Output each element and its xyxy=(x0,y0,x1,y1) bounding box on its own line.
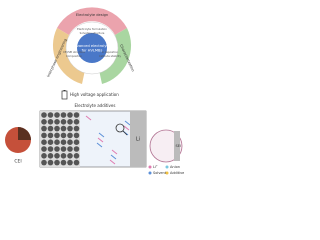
legend-swatch xyxy=(165,171,169,175)
cathode-particle xyxy=(54,139,60,145)
cathode-particle xyxy=(67,153,73,159)
application-title: High voltage application xyxy=(70,92,119,97)
ring-title: Electrolyte design xyxy=(76,13,108,17)
cathode-particle xyxy=(60,159,67,166)
cathode-particle xyxy=(41,119,47,125)
solvent xyxy=(123,125,130,131)
sei-label: SEI xyxy=(176,144,181,148)
cathode-particle xyxy=(60,112,67,118)
hub xyxy=(77,33,107,63)
cathode-particle xyxy=(67,132,73,139)
cathode-particle xyxy=(60,139,67,145)
figure: Advanced electrolytes for HVLMBs Electrol… xyxy=(5,7,184,175)
cathode-particle xyxy=(73,112,80,118)
anode-label: Li xyxy=(136,137,140,143)
cathode-particle xyxy=(41,139,47,145)
solvent xyxy=(96,142,103,148)
cathode-particle xyxy=(54,132,60,139)
ring-item: Cathode stability xyxy=(99,54,121,58)
cathode-particle xyxy=(73,132,80,139)
solvent xyxy=(111,149,118,155)
legend-label: Solvent xyxy=(153,171,167,175)
cathode-particle xyxy=(67,139,73,145)
cathode-particle xyxy=(47,125,54,132)
zoom-anode xyxy=(174,131,180,161)
magnifier-handle xyxy=(122,130,128,136)
cathode-particle xyxy=(47,112,54,118)
cathode-particle xyxy=(41,153,47,159)
cathode-particle xyxy=(41,112,47,118)
cathode-particle xyxy=(54,112,60,118)
cathode-particle xyxy=(41,146,47,152)
cathode-particle xyxy=(54,146,60,152)
cathode-particle xyxy=(60,125,67,132)
ring-item: Li deposition xyxy=(102,50,119,54)
cathode xyxy=(40,111,80,167)
cei-cut xyxy=(18,127,31,140)
additives-label: Electrolyte additives xyxy=(75,103,116,108)
magnifier xyxy=(115,123,125,133)
cei-label: CEI xyxy=(14,159,21,165)
cathode-particle xyxy=(54,159,60,166)
battery-icon xyxy=(61,90,68,100)
legend-swatch xyxy=(148,171,152,175)
cathode-particle xyxy=(60,119,67,125)
cathode-particle xyxy=(60,132,67,139)
ring-item: Composition xyxy=(66,54,83,58)
cathode-particle xyxy=(47,146,54,152)
cathode-particle xyxy=(47,159,54,166)
cathode-particle xyxy=(54,119,60,125)
cathode-particle xyxy=(73,153,80,159)
cathode-particle xyxy=(73,159,80,166)
cathode-particle xyxy=(41,132,47,139)
cathode-particle xyxy=(67,112,73,118)
solvent xyxy=(98,132,105,138)
cathode-particle xyxy=(41,159,47,166)
anode xyxy=(130,111,146,167)
cathode-particle xyxy=(73,146,80,152)
cathode-particle xyxy=(73,139,80,145)
cathode-particle xyxy=(41,125,47,132)
cathode-particle xyxy=(47,153,54,159)
cathode-particle xyxy=(67,125,73,132)
cathode-particle xyxy=(67,146,73,152)
solvent xyxy=(85,115,92,121)
ring-item: Electrolyte formulation xyxy=(77,27,107,31)
solvent xyxy=(109,159,116,165)
cathode-particle xyxy=(60,153,67,159)
cathode-particle xyxy=(54,125,60,132)
cathode-particle xyxy=(47,139,54,145)
solvent xyxy=(110,154,117,160)
legend-label: Additives xyxy=(170,171,184,175)
legend-label: Anion xyxy=(170,165,180,169)
ring-arc-top xyxy=(57,7,127,35)
legend-label: Li⁺ xyxy=(153,165,158,169)
cathode-particle xyxy=(60,146,67,152)
solvent xyxy=(97,137,104,143)
solvent xyxy=(124,120,131,126)
cathode-particle xyxy=(67,119,73,125)
cathode-particle xyxy=(47,119,54,125)
ring-item: CEI/SEI structure xyxy=(63,50,85,54)
legend-swatch xyxy=(148,165,152,169)
cathode-particle xyxy=(73,125,80,132)
legend-swatch xyxy=(165,165,169,169)
battery-tip xyxy=(63,90,66,91)
cathode-particle xyxy=(47,132,54,139)
cathode-particle xyxy=(54,153,60,159)
ring-item: Solvation structure xyxy=(80,31,105,35)
cathode-particle xyxy=(73,119,80,125)
hub-title: Advanced electrolytes for HVLMBs xyxy=(72,44,112,53)
cathode-particle xyxy=(67,159,73,166)
